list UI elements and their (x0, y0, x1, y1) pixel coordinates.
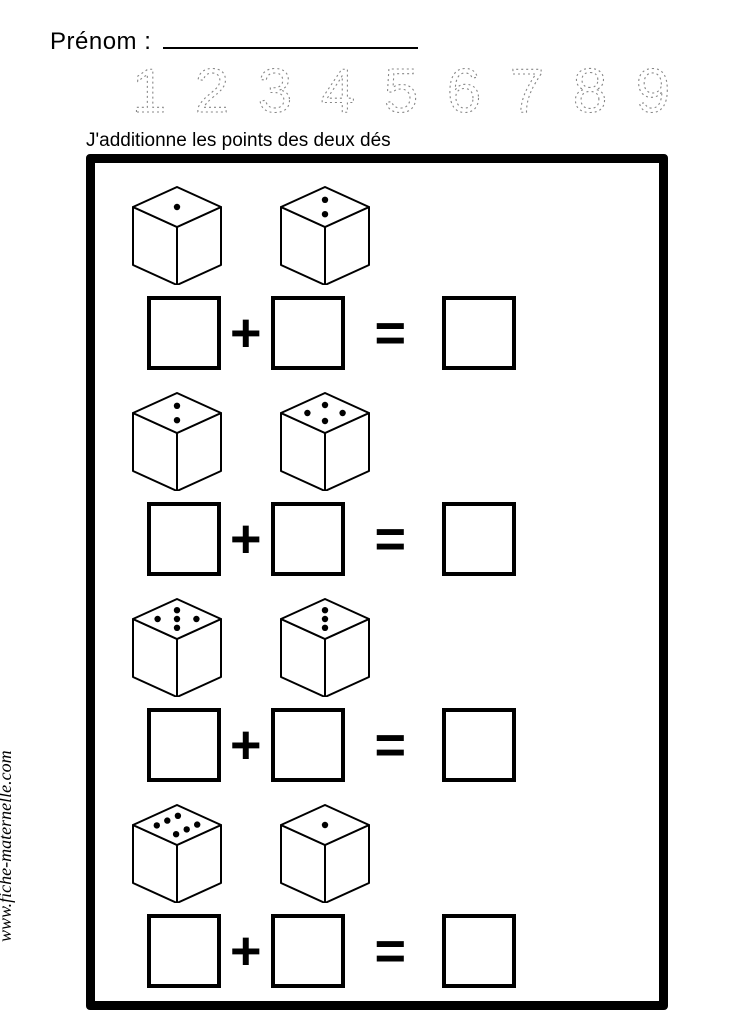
dice-row (121, 593, 637, 697)
equals-icon: = (375, 512, 403, 566)
plus-icon: + (230, 718, 262, 772)
equation-row: += (147, 909, 637, 993)
equals-icon: = (375, 718, 403, 772)
tracing-digit: 7 (510, 62, 544, 120)
problem-row: += (117, 387, 637, 581)
die-pip (154, 822, 160, 828)
die-icon (121, 799, 233, 903)
die-pip (154, 616, 160, 622)
plus-icon: + (230, 306, 262, 360)
die-pip (322, 616, 328, 622)
die-pip (174, 417, 180, 423)
problems-container: +=+=+=+= (117, 181, 637, 993)
equals-icon: = (375, 924, 403, 978)
equation-row: += (147, 291, 637, 375)
tracing-digit: 3 (258, 62, 292, 120)
tracing-digit: 9 (636, 62, 670, 120)
addend-box-1[interactable] (147, 296, 221, 370)
tracing-digit: 1 (132, 62, 166, 120)
die-icon (269, 799, 381, 903)
die-pip (322, 822, 328, 828)
sum-box[interactable] (442, 708, 516, 782)
dice-row (121, 387, 637, 491)
tracing-digit: 6 (447, 62, 481, 120)
addend-box-2[interactable] (271, 914, 345, 988)
die-icon (269, 181, 381, 285)
plus-icon: + (230, 924, 262, 978)
problem-row: += (117, 181, 637, 375)
die-icon (269, 593, 381, 697)
die-pip (322, 625, 328, 631)
equation-row: += (147, 703, 637, 787)
die-icon (121, 181, 233, 285)
worksheet-page: Prénom : 123456789 J'additionne les poin… (0, 0, 730, 1032)
name-field-row: Prénom : (50, 28, 690, 56)
die-pip (194, 821, 200, 827)
die-pip (174, 607, 180, 613)
sum-box[interactable] (442, 502, 516, 576)
die-pip (164, 817, 170, 823)
tracing-numbers-row: 123456789 (50, 62, 690, 124)
die-icon (269, 387, 381, 491)
die-pip (173, 831, 179, 837)
die-pip (322, 607, 328, 613)
addend-box-1[interactable] (147, 502, 221, 576)
die-pip (175, 813, 181, 819)
die-pip (322, 418, 328, 424)
addend-box-2[interactable] (271, 502, 345, 576)
plus-icon: + (230, 512, 262, 566)
die-pip (174, 625, 180, 631)
dice-row (121, 181, 637, 285)
equals-icon: = (375, 306, 403, 360)
addend-box-2[interactable] (271, 296, 345, 370)
die-pip (304, 410, 310, 416)
die-pip (322, 197, 328, 203)
die-icon (121, 387, 233, 491)
problem-row: += (117, 593, 637, 787)
watermark-text: www.fiche-maternelle.com (0, 750, 16, 942)
die-pip (322, 211, 328, 217)
worksheet-frame: +=+=+=+= (86, 154, 668, 1010)
tracing-numbers-svg: 123456789 (119, 62, 686, 120)
name-label: Prénom : (50, 28, 151, 55)
die-icon (121, 593, 233, 697)
addend-box-1[interactable] (147, 914, 221, 988)
addend-box-2[interactable] (271, 708, 345, 782)
addend-box-1[interactable] (147, 708, 221, 782)
tracing-digit: 2 (195, 62, 229, 120)
die-pip (193, 616, 199, 622)
die-pip (339, 410, 345, 416)
die-pip (184, 826, 190, 832)
problem-row: += (117, 799, 637, 993)
equation-row: += (147, 497, 637, 581)
die-pip (174, 204, 180, 210)
name-input-line[interactable] (163, 31, 418, 49)
sum-box[interactable] (442, 914, 516, 988)
tracing-digit: 5 (384, 62, 418, 120)
die-pip (322, 402, 328, 408)
tracing-digit: 4 (321, 62, 355, 120)
tracing-digit: 8 (573, 62, 607, 120)
dice-row (121, 799, 637, 903)
sum-box[interactable] (442, 296, 516, 370)
die-pip (174, 403, 180, 409)
die-pip (174, 616, 180, 622)
instruction-text: J'additionne les points des deux dés (86, 130, 690, 152)
